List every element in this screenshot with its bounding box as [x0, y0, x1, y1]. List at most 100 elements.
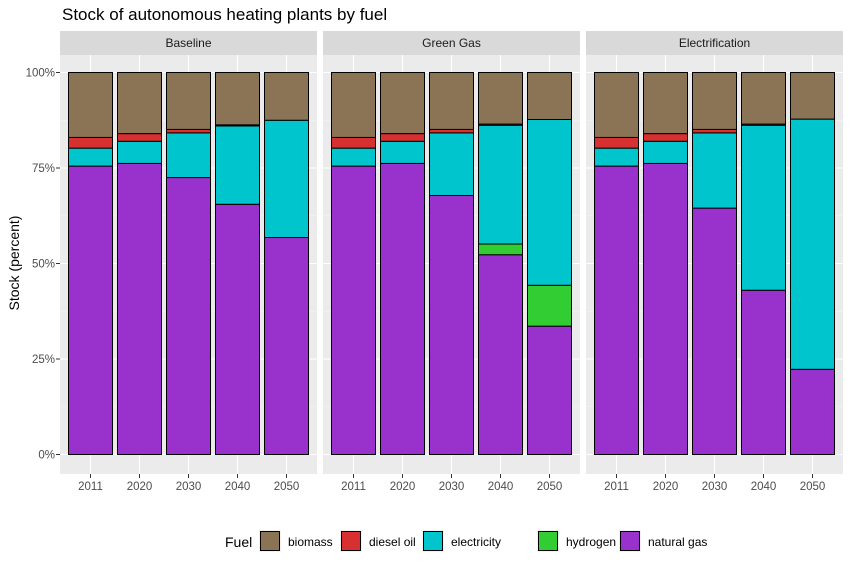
legend-label: electricity	[451, 535, 501, 549]
bar-segment-natural-gas	[790, 368, 835, 455]
bar-segment-electricity	[331, 147, 376, 167]
x-tick-label: 2030	[702, 481, 728, 493]
bar-segment-electricity	[166, 132, 211, 179]
chart-title: Stock of autonomous heating plants by fu…	[62, 5, 387, 24]
x-tick-label: 2040	[751, 481, 777, 493]
x-tick-label: 2030	[176, 481, 202, 493]
bar-segment-natural-gas	[166, 177, 211, 456]
facet-strip	[586, 31, 843, 55]
y-axis-title: Stock (percent)	[6, 216, 22, 311]
bar-segment-natural-gas	[380, 162, 425, 456]
bar-segment-biomass	[692, 72, 737, 130]
x-tick-label: 2020	[390, 481, 416, 493]
x-tick-label: 2050	[800, 481, 826, 493]
bar-segment-biomass	[166, 72, 211, 130]
bar-segment-biomass	[643, 72, 688, 135]
facet-panels: 0% 25% 50% 75% 100% Baseline 2011 2020 2030 2040 2…	[26, 31, 843, 493]
x-tick-label: 2050	[537, 481, 563, 493]
bar-segment-diesel-oil	[117, 133, 162, 142]
legend-swatch-diesel-oil	[341, 531, 361, 551]
legend-swatch-hydrogen	[538, 531, 558, 551]
bar-segment-electricity	[790, 118, 835, 370]
bar-segment-natural-gas	[594, 165, 639, 455]
x-tick-label: 2020	[127, 481, 153, 493]
bar-segment-hydrogen	[527, 284, 572, 327]
legend: Fuel biomass diesel oil electricity hydroge…	[225, 530, 707, 552]
bar-segment-hydrogen	[478, 243, 523, 256]
legend-swatch-biomass	[260, 531, 280, 551]
y-tick-label: 0%	[38, 450, 55, 462]
facet-strip-label: Green Gas	[422, 36, 481, 50]
bar-segment-biomass	[478, 72, 523, 125]
bar-segment-diesel-oil	[331, 136, 376, 149]
bar-segment-diesel-oil	[166, 128, 211, 134]
y-tick-label: 75%	[32, 163, 55, 175]
bar-segment-diesel-oil	[692, 128, 737, 134]
panel-baseline: Baseline 2011 2020 2030 2040 2050	[60, 31, 317, 493]
bar-segment-biomass	[790, 72, 835, 120]
bar-segment-diesel-oil	[68, 136, 113, 149]
bar-segment-electricity	[741, 124, 786, 291]
x-tick-label: 2030	[439, 481, 465, 493]
bar-segment-natural-gas	[68, 165, 113, 455]
x-tick-label: 2011	[341, 481, 366, 493]
x-tick-label: 2050	[274, 481, 300, 493]
x-tick-label: 2040	[225, 481, 251, 493]
bar-segment-electricity	[380, 140, 425, 164]
bar-segment-electricity	[68, 147, 113, 167]
facet-strip-label: Baseline	[165, 36, 211, 50]
bar-segment-electricity	[594, 147, 639, 167]
bar-segment-biomass	[429, 72, 474, 130]
facet-strip-label: Electrification	[679, 36, 750, 50]
x-tick-label: 2011	[78, 481, 103, 493]
bar-segment-biomass	[741, 72, 786, 125]
bar-segment-biomass	[527, 72, 572, 120]
y-tick-label: 25%	[32, 354, 55, 366]
bar-segment-biomass	[117, 72, 162, 135]
bar-segment-natural-gas	[527, 325, 572, 456]
panel-electrification: Electrification 2011 2020 2030 2040 2050	[586, 31, 843, 493]
bar-segment-biomass	[264, 72, 309, 121]
bar-segment-diesel-oil	[429, 128, 474, 134]
bar-segment-diesel-oil	[594, 136, 639, 149]
legend-label: natural gas	[648, 535, 707, 549]
bar-segment-electricity	[215, 125, 260, 205]
legend-label: biomass	[288, 535, 333, 549]
bar-segment-biomass	[331, 72, 376, 138]
bar-segment-natural-gas	[741, 289, 786, 455]
x-tick-label: 2020	[653, 481, 679, 493]
bar-segment-diesel-oil	[643, 133, 688, 142]
panel-green-gas: Green Gas 2011 2020 2030 2040 2050	[323, 31, 580, 493]
bar-segment-natural-gas	[117, 162, 162, 456]
bar-segment-natural-gas	[331, 165, 376, 455]
bar-segment-natural-gas	[264, 237, 309, 455]
bar-segment-natural-gas	[692, 207, 737, 455]
facet-strip	[323, 31, 580, 55]
legend-label: diesel oil	[369, 535, 416, 549]
facet-strip	[60, 31, 317, 55]
legend-label: hydrogen	[566, 535, 616, 549]
bar-segment-natural-gas	[478, 254, 523, 455]
x-tick-label: 2040	[488, 481, 514, 493]
legend-swatch-electricity	[423, 531, 443, 551]
bar-segment-diesel-oil	[380, 133, 425, 142]
bar-segment-biomass	[380, 72, 425, 135]
bar-segment-electricity	[478, 124, 523, 245]
bar-segment-electricity	[527, 118, 572, 286]
y-tick-label: 100%	[26, 68, 55, 80]
bar-segment-electricity	[643, 140, 688, 164]
y-tick-label: 50%	[32, 259, 55, 271]
bar-segment-biomass	[68, 72, 113, 138]
bar-segment-electricity	[264, 119, 309, 239]
x-tick-label: 2011	[604, 481, 629, 493]
bar-segment-natural-gas	[643, 162, 688, 456]
bar-segment-natural-gas	[429, 195, 474, 455]
bar-segment-biomass	[215, 72, 260, 126]
legend-title: Fuel	[225, 534, 252, 550]
bar-segment-electricity	[429, 132, 474, 197]
bar-segment-electricity	[692, 132, 737, 209]
bar-segment-biomass	[594, 72, 639, 138]
bar-segment-natural-gas	[215, 203, 260, 455]
bar-segment-electricity	[117, 140, 162, 164]
